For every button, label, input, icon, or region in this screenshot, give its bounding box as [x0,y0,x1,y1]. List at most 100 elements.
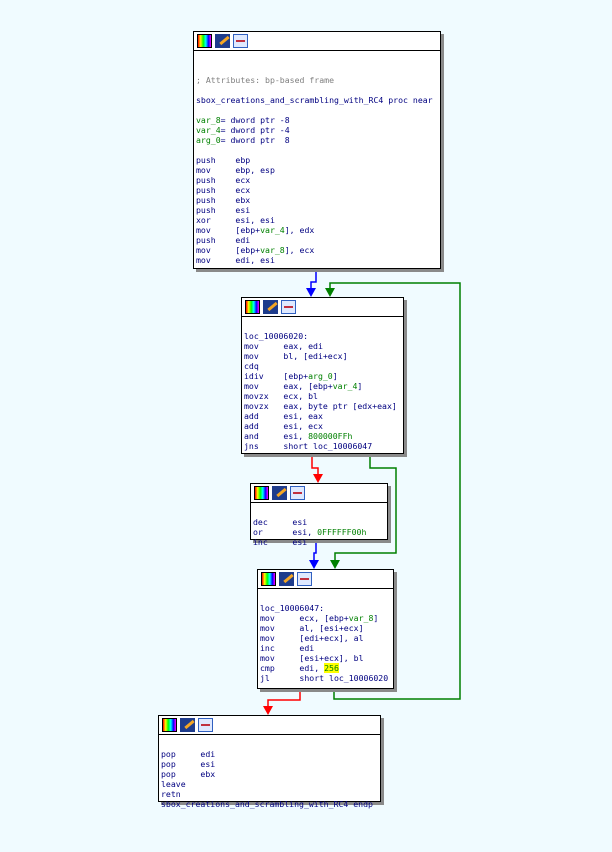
asm-token: ] [357,381,363,391]
asm-token: ] [332,371,338,381]
node-header [258,570,393,589]
edit-pencil-icon[interactable] [180,718,195,732]
asm-line: cdq [244,361,401,371]
edit-pencil-icon[interactable] [215,34,230,48]
graph-toggle-icon[interactable] [290,486,305,500]
color-palette-icon[interactable] [254,486,269,500]
asm-token: ], edx [284,225,315,235]
asm-line: idiv [ebp+arg_0] [244,371,401,381]
asm-line: jns short loc_10006047 [244,441,401,451]
variable-name[interactable]: var_8 [196,115,221,125]
color-palette-icon[interactable] [197,34,212,48]
edge-entry-to-loop [310,267,317,292]
asm-line: mov [ebp+var_8], ecx [196,245,438,255]
arrow-head [330,560,340,569]
asm-token: cdq [244,361,259,371]
variable-name[interactable]: var_8 [348,613,374,623]
asm-line: push esi [196,205,438,215]
code-block-loc-10006020[interactable]: loc_10006020: mov eax, edi mov bl, [edi+ec… [241,297,404,454]
asm-line: pop edi [161,749,378,759]
asm-token: mov bl, [edi+ecx] [244,351,348,361]
asm-token: push edi [196,235,251,245]
asm-line: loc_10006047: [260,603,391,613]
asm-line [244,321,401,331]
asm-token: add esi, ecx [244,421,323,431]
graph-toggle-icon[interactable] [233,34,248,48]
asm-token: push ebx [196,195,251,205]
asm-token: pop ebx [161,769,216,779]
asm-token: mov [esi+ecx], bl [260,653,364,663]
asm-line: dec esi [253,517,385,527]
color-palette-icon[interactable] [162,718,177,732]
asm-token: mov [ebp+ [196,245,261,255]
asm-token: retn [161,789,181,799]
asm-token: jl short loc_10006020 [260,673,389,683]
edge-loop-back [329,282,461,700]
asm-token: push ecx [196,185,251,195]
asm-token: loc_10006047: [260,603,325,613]
code-block-exit[interactable]: pop edi pop esi pop ebx leave retn sbox_creat… [158,715,381,809]
variable-name[interactable]: arg_0 [308,371,333,381]
asm-line: push ebx [196,195,438,205]
asm-token: jns short loc_10006047 [244,441,373,451]
variable-name[interactable]: var_4 [260,225,285,235]
asm-token: cmp edi, [260,663,325,673]
asm-line: push edi [196,235,438,245]
variable-name[interactable]: var_4 [196,125,221,135]
asm-line: loc_10006020: [244,331,401,341]
variable-name[interactable]: arg_0 [196,135,221,145]
asm-token: mov edi, esi [196,255,275,265]
asm-token: add esi, eax [244,411,323,421]
asm-token: mov eax, edi [244,341,323,351]
color-palette-icon[interactable] [261,572,276,586]
edit-pencil-icon[interactable] [272,486,287,500]
asm-line: mov ecx, [ebp+var_8] [260,613,391,623]
disassembly-text: loc_10006047: mov ecx, [ebp+var_8] mov al,… [258,589,393,685]
asm-line: mov ebp, esp [196,165,438,175]
asm-line: arg_0= dword ptr 8 [196,135,438,145]
node-header [194,32,440,51]
variable-name[interactable]: var_8 [260,245,285,255]
asm-token: xor esi, esi [196,215,275,225]
asm-token: and esi, [244,431,309,441]
asm-token: dec esi [253,517,308,527]
asm-token: loc_10006020: [244,331,309,341]
asm-token: ] [373,613,379,623]
asm-line: push ecx [196,175,438,185]
edit-pencil-icon[interactable] [263,300,278,314]
graph-toggle-icon[interactable] [198,718,213,732]
asm-token: idiv [ebp+ [244,371,309,381]
asm-token: mov ebp, esp [196,165,275,175]
asm-line: sbox_creations_and_scrambling_with_RC4 p… [196,95,438,105]
asm-token: mov al, [esi+ecx] [260,623,364,633]
code-block-entry[interactable]: ; Attributes: bp-based frame sbox_creati… [193,31,441,269]
edit-pencil-icon[interactable] [279,572,294,586]
edge-jl-false [267,687,301,710]
asm-line: push ebp [196,155,438,165]
graph-toggle-icon[interactable] [281,300,296,314]
asm-token: 800000FFh [308,431,353,441]
node-header [251,484,387,503]
asm-token: mov [ebp+ [196,225,261,235]
asm-line: push ecx [196,185,438,195]
asm-line [161,739,378,749]
edge-fixup-to-merge [313,538,317,564]
asm-line: or esi, 0FFFFFF00h [253,527,385,537]
asm-line: movzx eax, byte ptr [edx+eax] [244,401,401,411]
disassembly-text: dec esi or esi, 0FFFFFF00h inc esi [251,503,387,549]
graph-toggle-icon[interactable] [297,572,312,586]
asm-line: pop esi [161,759,378,769]
disassembly-text: ; Attributes: bp-based frame sbox_creati… [194,51,440,267]
asm-line: xor esi, esi [196,215,438,225]
code-block-loc-10006047[interactable]: loc_10006047: mov ecx, [ebp+var_8] mov al,… [257,569,394,689]
variable-name[interactable]: var_4 [332,381,358,391]
asm-line: add esi, ecx [244,421,401,431]
asm-line [196,65,438,75]
asm-line: mov edi, esi [196,255,438,265]
code-block-fixup[interactable]: dec esi or esi, 0FFFFFF00h inc esi [250,483,388,547]
asm-line: pop ebx [161,769,378,779]
asm-token: inc edi [260,643,315,653]
asm-line [196,105,438,115]
color-palette-icon[interactable] [245,300,260,314]
node-header [159,716,380,735]
